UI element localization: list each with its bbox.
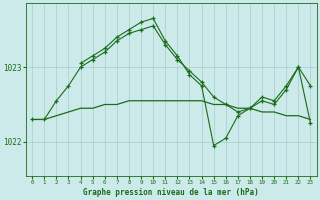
X-axis label: Graphe pression niveau de la mer (hPa): Graphe pression niveau de la mer (hPa) (84, 188, 259, 197)
